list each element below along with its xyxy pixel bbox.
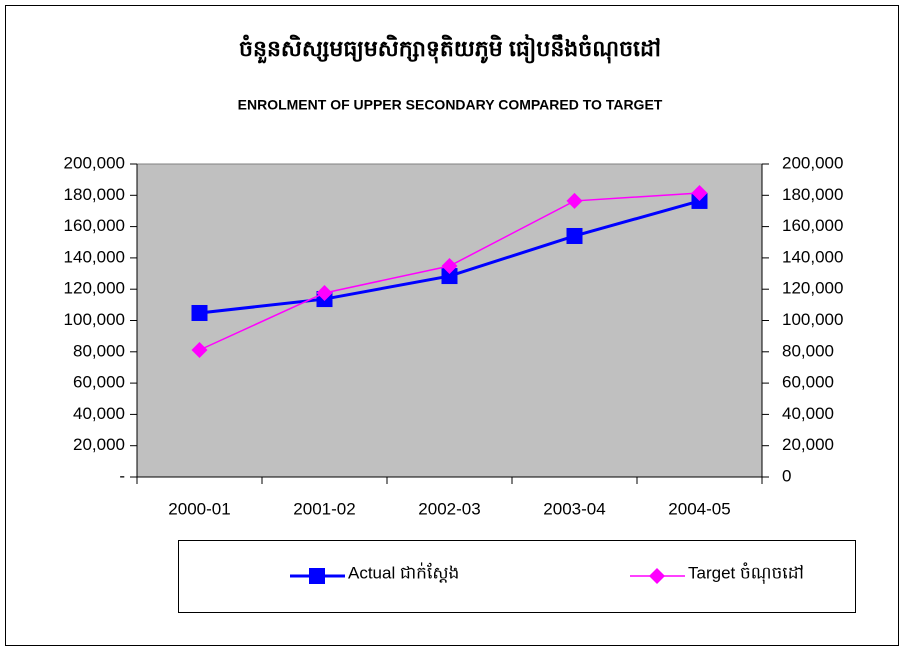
y-tick-label: -: [119, 466, 125, 485]
y2-tick-label: 120,000: [782, 279, 843, 298]
y-tick-label: 100,000: [64, 310, 125, 329]
y2-tick-label: 180,000: [782, 185, 843, 204]
chart-title: ចំនួនសិស្សមធ្យមសិក្សាទុតិយភូមិ ធៀបនឹងចំណ…: [239, 34, 661, 64]
data-point: [191, 304, 208, 321]
data-point: [191, 342, 208, 359]
y-tick-label: 140,000: [64, 247, 125, 266]
x-tick-label: 2001-02: [293, 499, 355, 518]
data-point: [691, 184, 708, 201]
x-tick-label: 2000-01: [168, 499, 230, 518]
y2-tick-label: 0: [782, 466, 791, 485]
y2-tick-label: 140,000: [782, 247, 843, 266]
plot-area: [136, 163, 763, 478]
data-point: [566, 192, 583, 209]
y-tick-label: 40,000: [73, 404, 125, 423]
y-tick-label: 180,000: [64, 185, 125, 204]
data-point: [441, 268, 458, 285]
y2-tick-label: 100,000: [782, 310, 843, 329]
y-tick-label: 120,000: [64, 279, 125, 298]
y2-tick-label: 60,000: [782, 373, 834, 392]
data-point: [566, 227, 583, 244]
x-tick-label: 2002-03: [418, 499, 480, 518]
y-tick-label: 60,000: [73, 373, 125, 392]
y2-tick-label: 20,000: [782, 435, 834, 454]
x-tick-label: 2003-04: [543, 499, 605, 518]
y2-tick-label: 200,000: [782, 153, 843, 172]
y-tick-label: 200,000: [64, 153, 125, 172]
x-tick-label: 2004-05: [668, 499, 730, 518]
legend-label: Target ចំណុចដៅ: [688, 561, 804, 584]
y-tick-label: 160,000: [64, 216, 125, 235]
data-point: [441, 258, 458, 275]
chart-subtitle: ENROLMENT OF UPPER SECONDARY COMPARED TO…: [238, 97, 663, 113]
legend-marker: [309, 568, 325, 584]
legend-label: Actual ជាក់ស្តែង: [348, 561, 459, 583]
y2-tick-label: 80,000: [782, 341, 834, 360]
y2-tick-label: 160,000: [782, 216, 843, 235]
legend-marker: [649, 568, 665, 584]
y-tick-label: 20,000: [73, 435, 125, 454]
y-tick-label: 80,000: [73, 341, 125, 360]
y2-tick-label: 40,000: [782, 404, 834, 423]
data-point: [316, 284, 333, 301]
